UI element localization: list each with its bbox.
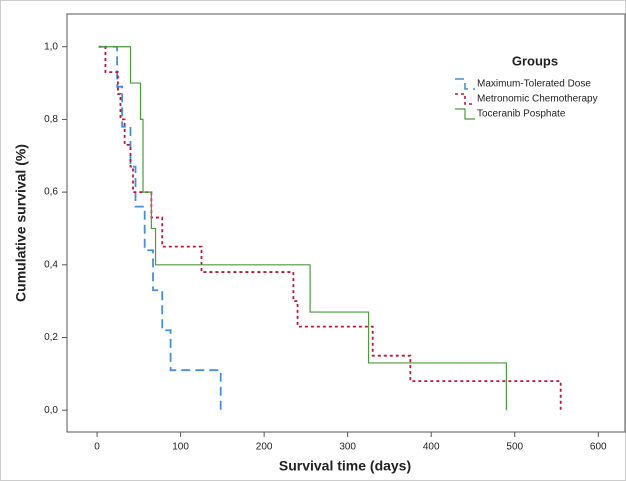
y-tick-label: 0,4 — [44, 259, 58, 270]
plot-frame — [66, 13, 626, 433]
legend-swatch — [455, 93, 475, 105]
legend-title: Groups — [512, 53, 558, 68]
legend-label: Toceranib Posphate — [477, 109, 566, 120]
x-tick-label: 500 — [506, 442, 523, 453]
x-axis-title: Survival time (days) — [279, 458, 411, 474]
legend-swatch — [455, 108, 475, 120]
legend-label: Metronomic Chemotherapy — [477, 94, 598, 105]
legend-label: Maximum-Tolerated Dose — [477, 79, 591, 90]
x-tick-label: 100 — [172, 442, 189, 453]
x-tick-label: 200 — [256, 442, 273, 453]
y-tick-label: 0,2 — [44, 332, 58, 343]
y-tick-label: 1,0 — [44, 41, 58, 52]
survival-line — [98, 45, 222, 411]
y-tick-label: 0,0 — [44, 405, 58, 416]
y-tick-label: 0,8 — [44, 114, 58, 125]
x-tick-label: 300 — [339, 442, 356, 453]
legend-swatch — [455, 78, 475, 90]
x-tick-label: 600 — [590, 442, 607, 453]
y-axis-title: Cumulative survival (%) — [13, 144, 29, 302]
x-tick-label: 400 — [423, 442, 440, 453]
x-tick-label: 0 — [94, 442, 100, 453]
y-tick-label: 0,6 — [44, 187, 58, 198]
survival-line — [98, 46, 507, 411]
